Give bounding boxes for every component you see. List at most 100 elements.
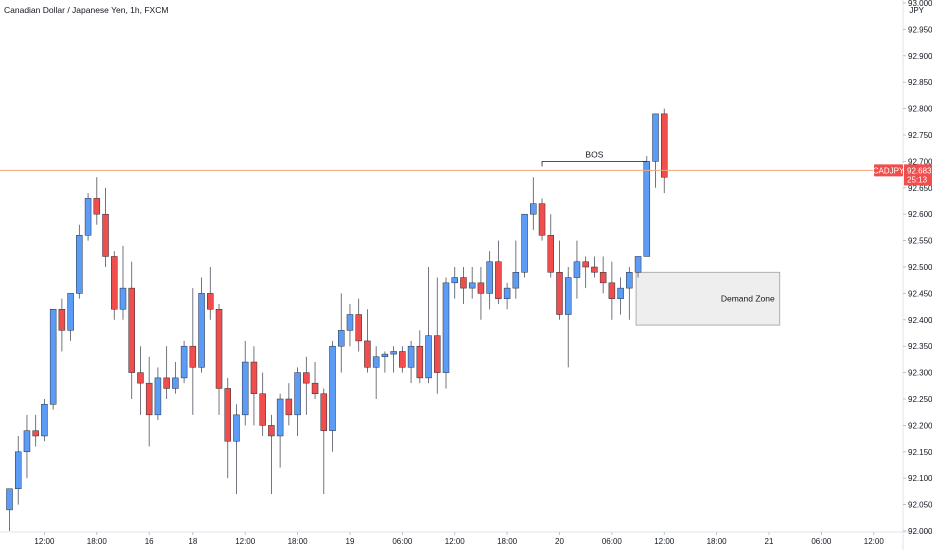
candle[interactable] [241, 340, 249, 426]
candle[interactable] [425, 267, 432, 384]
candle[interactable] [364, 309, 371, 373]
candle[interactable] [434, 277, 441, 394]
candle[interactable] [58, 298, 66, 352]
price-tick-label: 93.000 [908, 0, 932, 8]
candle[interactable] [564, 267, 572, 368]
candle-body [468, 282, 476, 289]
candle[interactable] [503, 282, 511, 310]
last-price-bg [904, 164, 932, 186]
candle[interactable] [276, 393, 284, 468]
candle[interactable] [145, 356, 153, 447]
candle[interactable] [538, 198, 546, 241]
candle-body [661, 113, 668, 178]
candle[interactable] [355, 298, 362, 352]
candle[interactable] [399, 346, 406, 373]
candle[interactable] [172, 362, 179, 394]
candle[interactable] [521, 213, 528, 278]
time-tick-label: 06:00 [811, 537, 832, 546]
candle[interactable] [303, 356, 310, 415]
candle[interactable] [372, 346, 380, 399]
candle[interactable] [250, 346, 258, 426]
candle-body [652, 113, 659, 162]
candle[interactable] [207, 267, 214, 320]
candle[interactable] [67, 293, 74, 341]
candle[interactable] [6, 488, 13, 531]
candle[interactable] [451, 267, 458, 299]
candle[interactable] [573, 240, 581, 299]
candle[interactable] [643, 156, 651, 257]
candle[interactable] [294, 367, 301, 436]
symbol-price-tag[interactable]: CADJPY [873, 164, 905, 177]
candle[interactable] [163, 346, 170, 399]
candle[interactable] [180, 340, 188, 384]
candle-body [163, 377, 170, 389]
candle[interactable] [128, 261, 135, 399]
candle[interactable] [591, 256, 598, 278]
candle[interactable] [390, 346, 397, 373]
candle-body [477, 282, 485, 294]
candle[interactable] [617, 277, 624, 315]
candle[interactable] [102, 187, 109, 267]
candle-body [626, 272, 633, 289]
candle[interactable] [652, 113, 659, 188]
candle[interactable] [14, 435, 22, 505]
candle[interactable] [137, 346, 144, 415]
candle[interactable] [259, 372, 266, 436]
candle[interactable] [547, 214, 555, 278]
price-tick-label: 92.200 [908, 421, 932, 430]
candle[interactable] [468, 267, 476, 299]
candle[interactable] [599, 256, 607, 294]
candle[interactable] [198, 277, 205, 373]
candle[interactable] [285, 383, 293, 426]
candle[interactable] [582, 256, 589, 289]
candle[interactable] [154, 367, 162, 421]
candle[interactable] [215, 303, 223, 415]
candle[interactable] [495, 240, 502, 304]
candle[interactable] [442, 277, 450, 389]
candle[interactable] [268, 414, 275, 495]
candle[interactable] [119, 245, 127, 320]
candle[interactable] [311, 362, 319, 399]
candle-body [137, 372, 144, 384]
candle[interactable] [460, 267, 467, 304]
candle[interactable] [486, 251, 493, 310]
candle-body [416, 345, 424, 379]
candle[interactable] [76, 224, 83, 299]
candle[interactable] [41, 399, 48, 442]
candle[interactable] [49, 308, 57, 410]
candle[interactable] [233, 404, 240, 495]
candle[interactable] [477, 267, 485, 320]
candle[interactable] [224, 377, 231, 479]
candle[interactable] [530, 177, 537, 231]
demand-zone-box[interactable] [635, 271, 781, 326]
candle[interactable] [329, 340, 336, 452]
candle[interactable] [346, 303, 354, 347]
candle[interactable] [626, 267, 633, 320]
candle[interactable] [189, 288, 197, 415]
candle[interactable] [416, 330, 424, 384]
time-tick-label: 16 [145, 537, 154, 546]
candle-body [573, 261, 581, 278]
price-tick-label: 92.000 [908, 527, 932, 536]
candle-body [643, 161, 651, 257]
candle-body [617, 287, 624, 299]
candle[interactable] [93, 177, 101, 225]
candle-body [364, 340, 371, 368]
time-tick-label: 12:00 [864, 537, 885, 546]
time-tick-label: 12:00 [34, 537, 55, 546]
candle[interactable] [661, 108, 668, 194]
candle[interactable] [337, 293, 345, 373]
candle[interactable] [320, 388, 328, 495]
candle[interactable] [111, 251, 118, 320]
candle[interactable] [23, 414, 31, 479]
candle[interactable] [634, 256, 642, 278]
candle[interactable] [381, 351, 389, 373]
candle[interactable] [32, 414, 39, 447]
candle[interactable] [608, 261, 616, 320]
candle-body [521, 213, 528, 273]
candle[interactable] [556, 240, 563, 320]
candle[interactable] [512, 240, 520, 299]
candle[interactable] [84, 193, 92, 241]
candle[interactable] [407, 340, 415, 384]
